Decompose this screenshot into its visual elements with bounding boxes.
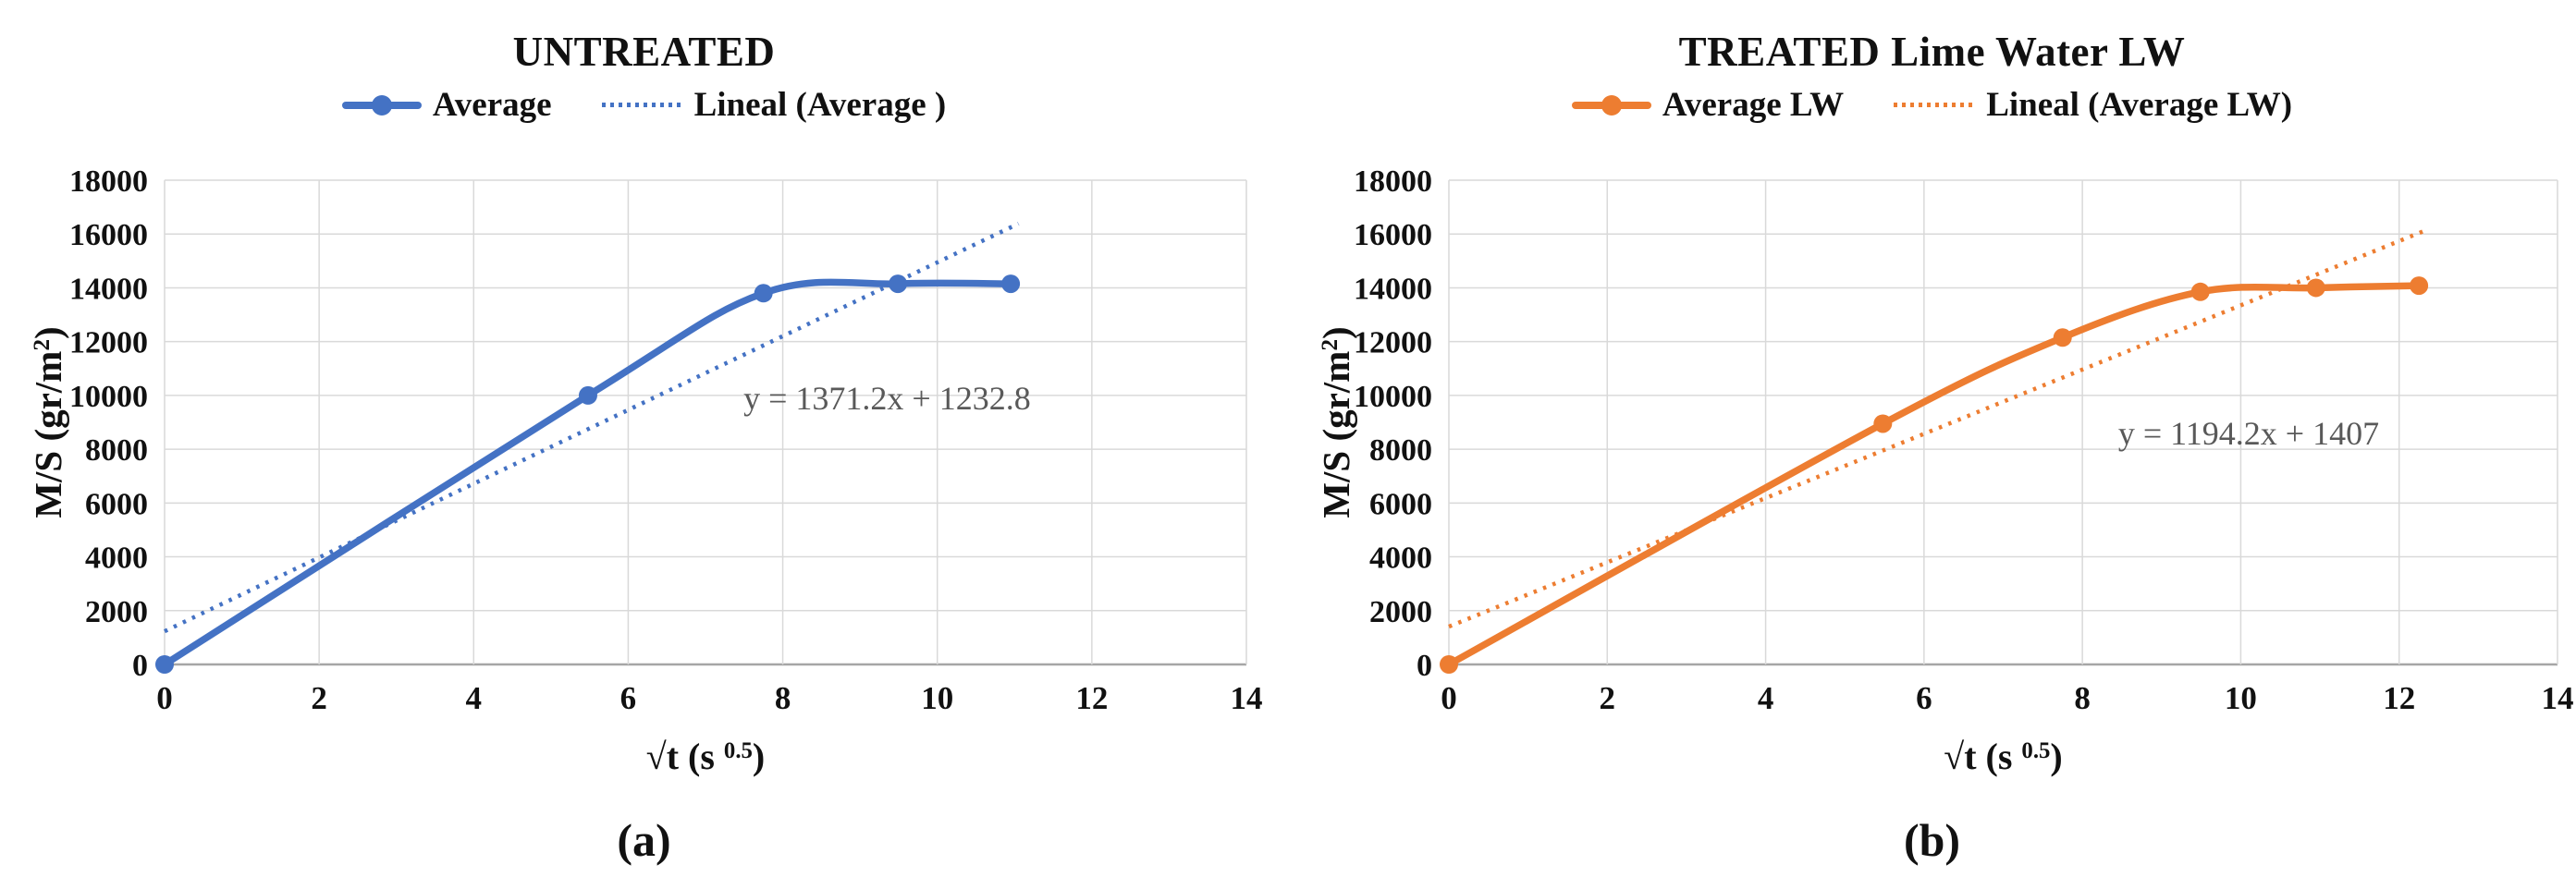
chart-untreated: UNTREATED Average Lineal (Average ) 0 200… [0, 29, 1288, 866]
chart-title: TREATED Lime Water LW [1678, 29, 2186, 75]
panel-caption: (a) [617, 814, 671, 866]
svg-text:0: 0 [156, 680, 173, 716]
y-axis-title: M/S (gr/m2) [1315, 326, 1357, 518]
svg-text:10000: 10000 [69, 380, 148, 414]
svg-text:6000: 6000 [1369, 487, 1432, 521]
legend-label: Average LW [1662, 86, 1845, 124]
dotted-line-sample [1894, 103, 1976, 107]
legend-item-average-lw: Average LW [1571, 85, 1845, 125]
svg-text:2: 2 [311, 680, 327, 716]
svg-text:6000: 6000 [85, 487, 148, 521]
svg-text:14000: 14000 [69, 272, 148, 306]
legend: Average Lineal (Average ) [0, 85, 1288, 125]
svg-text:4000: 4000 [1369, 542, 1432, 576]
svg-text:10: 10 [921, 680, 953, 716]
legend: Average LW Lineal (Average LW) [1288, 85, 2576, 125]
panel-caption: (b) [1903, 814, 1961, 866]
svg-text:4: 4 [466, 680, 483, 716]
svg-text:18000: 18000 [69, 164, 148, 199]
svg-text:2: 2 [1600, 680, 1616, 716]
svg-text:14: 14 [2542, 680, 2574, 716]
svg-text:0: 0 [1441, 680, 1457, 716]
plot-area: 0 2000 4000 6000 8000 10000 12000 14000 16000 180… [1354, 164, 2574, 716]
legend-item-average: Average [341, 85, 552, 125]
chart-treated-lime-water: TREATED Lime Water LW Average LW Lineal … [1288, 0, 2576, 889]
trendline-equation: y = 1194.2x + 1407 [2117, 414, 2380, 452]
svg-text:12: 12 [1075, 680, 1108, 716]
svg-text:12000: 12000 [1354, 326, 1432, 360]
svg-text:16000: 16000 [1354, 218, 1432, 252]
svg-text:2000: 2000 [1369, 595, 1432, 629]
svg-text:8: 8 [2074, 680, 2091, 716]
solid-line-marker-sample [1571, 94, 1651, 116]
svg-text:12: 12 [2383, 680, 2415, 716]
svg-text:14: 14 [1231, 680, 1263, 716]
svg-text:4: 4 [1758, 680, 1774, 716]
svg-text:8000: 8000 [85, 433, 148, 468]
svg-text:0: 0 [1417, 649, 1432, 683]
x-axis-title: √t (s 0.5) [645, 736, 766, 777]
y-axis-title: M/S (gr/m2) [27, 326, 69, 518]
legend-item-lineal-lw: Lineal (Average LW) [1894, 85, 2292, 125]
svg-text:12000: 12000 [69, 326, 148, 360]
svg-text:8000: 8000 [1369, 433, 1432, 468]
plot-area: 0 2000 4000 6000 8000 10000 12000 14000 16000 180… [69, 164, 1263, 716]
chart-title: UNTREATED [512, 29, 776, 75]
svg-text:16000: 16000 [69, 218, 148, 252]
legend-label: Lineal (Average LW) [1986, 86, 2293, 124]
legend-label: Average [432, 86, 552, 124]
svg-text:18000: 18000 [1354, 164, 1432, 199]
svg-text:4000: 4000 [85, 542, 148, 576]
svg-text:0: 0 [132, 649, 148, 683]
svg-text:10: 10 [2225, 680, 2257, 716]
dotted-line-sample [601, 103, 683, 107]
legend-label: Lineal (Average ) [693, 86, 947, 124]
svg-text:6: 6 [620, 680, 637, 716]
svg-text:2000: 2000 [85, 595, 148, 629]
trendline-equation: y = 1371.2x + 1232.8 [743, 379, 1031, 417]
solid-line-marker-sample [341, 94, 422, 116]
svg-text:6: 6 [1916, 680, 1932, 716]
svg-text:10000: 10000 [1354, 380, 1432, 414]
x-axis-title: √t (s 0.5) [1944, 736, 2063, 777]
svg-text:8: 8 [775, 680, 791, 716]
svg-text:14000: 14000 [1354, 272, 1432, 306]
legend-item-lineal: Lineal (Average ) [601, 85, 947, 125]
